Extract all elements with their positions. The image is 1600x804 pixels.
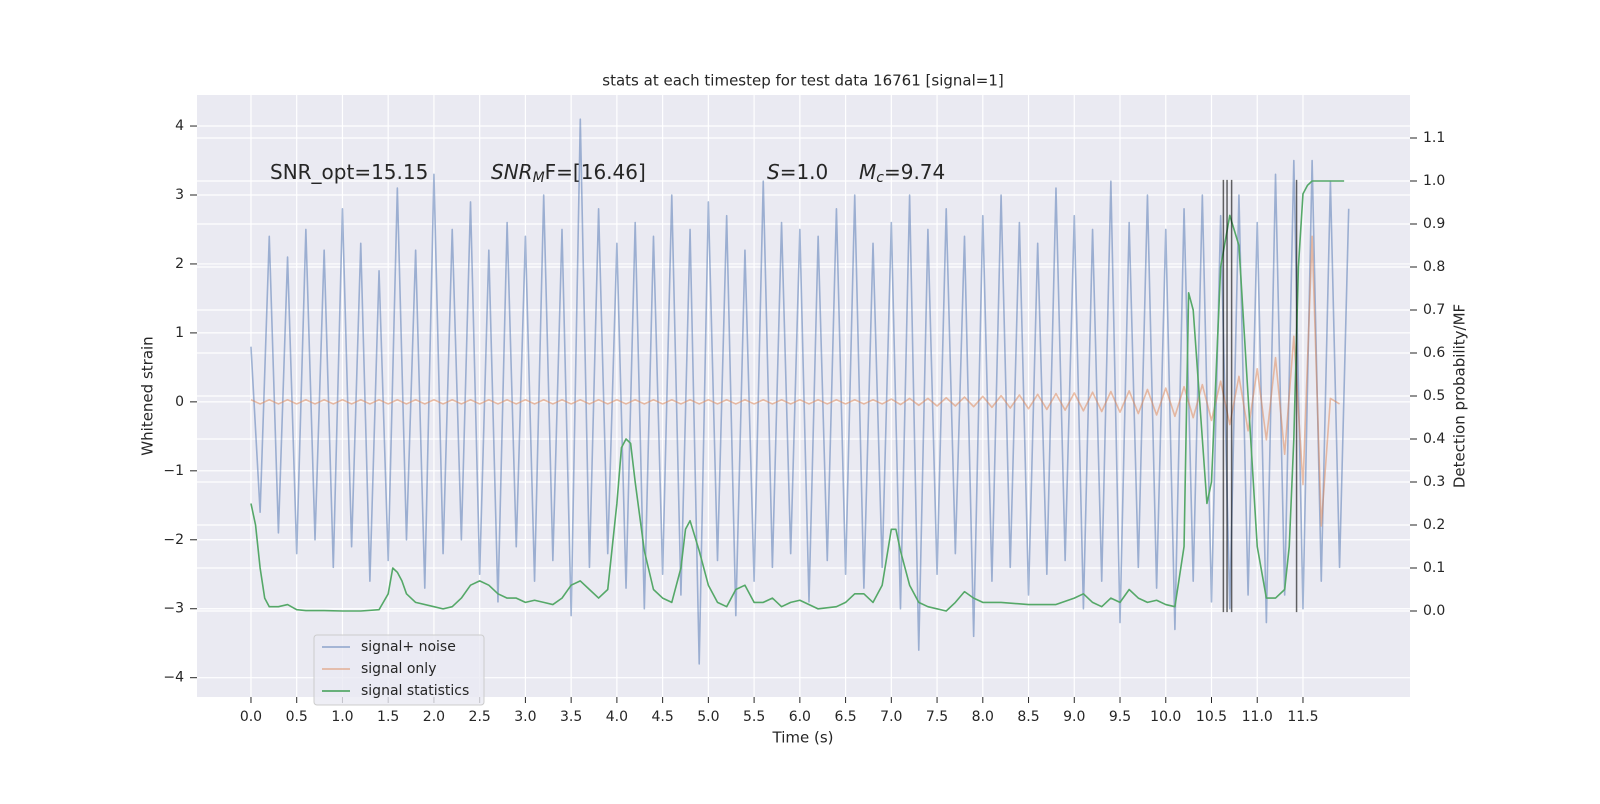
y-tick-label: 0: [175, 394, 184, 410]
y2-tick-label: 0.5: [1423, 388, 1445, 404]
x-tick-label: 0.5: [286, 709, 308, 725]
y-tick-label: −4: [163, 670, 184, 686]
annotation-part: c: [876, 170, 884, 186]
annotation: S=1.0: [767, 160, 828, 184]
x-tick-label: 10.0: [1150, 709, 1181, 725]
x-axis-label: Time (s): [772, 729, 834, 747]
x-tick-label: 9.5: [1109, 709, 1131, 725]
annotation-part: M: [533, 170, 545, 186]
y-tick-label: 3: [175, 187, 184, 203]
y-tick-label: 2: [175, 256, 184, 272]
labels: 0.0 0.5 1.0 1.5 2.0 2.5 3.0 3.5 4.0 4.5 5.0 5.5 6.0 6…: [163, 118, 1445, 725]
annotation-part: F=[16.46]: [545, 160, 646, 184]
y2-tick-label: 1.0: [1423, 173, 1445, 189]
annotation-part: =1.0: [780, 160, 829, 184]
x-tick-label: 4.5: [651, 709, 673, 725]
y2-tick-label: 0.4: [1423, 431, 1445, 447]
series-line: [250, 180, 1345, 612]
x-tick-label: 8.5: [1017, 709, 1039, 725]
x-tick-label: 11.0: [1242, 709, 1273, 725]
y2-tick-label: 0.0: [1423, 603, 1445, 619]
annotation-part: =9.74: [884, 160, 945, 184]
y-tick-label: −3: [163, 601, 184, 617]
x-tick-label: 2.5: [469, 709, 491, 725]
y2-tick-label: 0.6: [1423, 345, 1445, 361]
x-tick-label: 5.5: [743, 709, 765, 725]
series-line: [250, 118, 1350, 665]
y-tick-label: −1: [163, 463, 184, 479]
legend-label: signal+ noise: [361, 639, 456, 655]
x-tick-label: 10.5: [1196, 709, 1227, 725]
y-tick-label: 4: [175, 118, 184, 134]
y2-tick-label: 0.1: [1423, 560, 1445, 576]
x-tick-label: 6.0: [789, 709, 811, 725]
legend-box: [313, 634, 485, 706]
x-tick-label: 6.5: [834, 709, 856, 725]
x-tick-label: 5.0: [697, 709, 719, 725]
x-tick-label: 7.5: [926, 709, 948, 725]
x-tick-label: 9.0: [1063, 709, 1085, 725]
x-tick-label: 0.0: [240, 709, 262, 725]
x-tick-label: 11.5: [1287, 709, 1318, 725]
x-tick-label: 4.0: [606, 709, 628, 725]
y2-axis-label: Detection probability/MF: [1451, 304, 1469, 488]
x-tick-label: 2.0: [423, 709, 445, 725]
y2-tick-label: 0.9: [1423, 216, 1445, 232]
legend-label: signal only: [361, 661, 436, 677]
annotation: Mc=9.74: [859, 160, 945, 187]
x-tick-label: 1.0: [331, 709, 353, 725]
legend-label: signal statistics: [361, 683, 469, 699]
x-tick-label: 3.0: [514, 709, 536, 725]
annotation: SNRMF=[16.46]: [491, 160, 646, 187]
series-line: [250, 235, 1340, 527]
y-tick-label: 1: [175, 325, 184, 341]
x-tick-label: 7.0: [880, 709, 902, 725]
x-tick-label: 8.0: [972, 709, 994, 725]
annotation-part: S: [767, 160, 780, 184]
x-tick-label: 3.5: [560, 709, 582, 725]
annotation-part: SNR_opt=15.15: [270, 160, 428, 184]
y2-tick-label: 0.8: [1423, 259, 1445, 275]
annotation-part: M: [859, 160, 876, 184]
chart-title: stats at each timestep for test data 167…: [602, 72, 1003, 90]
y-axis-label: Whitened strain: [139, 336, 157, 455]
y-tick-label: −2: [163, 532, 184, 548]
x-tick-label: 1.5: [377, 709, 399, 725]
annotation: SNR_opt=15.15: [270, 160, 428, 184]
y2-tick-label: 0.2: [1423, 517, 1445, 533]
marks: [250, 118, 1350, 665]
y2-tick-label: 0.7: [1423, 302, 1445, 318]
annotation-part: SNR: [491, 160, 533, 184]
y2-tick-label: 0.3: [1423, 474, 1445, 490]
y2-tick-label: 1.1: [1423, 130, 1445, 146]
